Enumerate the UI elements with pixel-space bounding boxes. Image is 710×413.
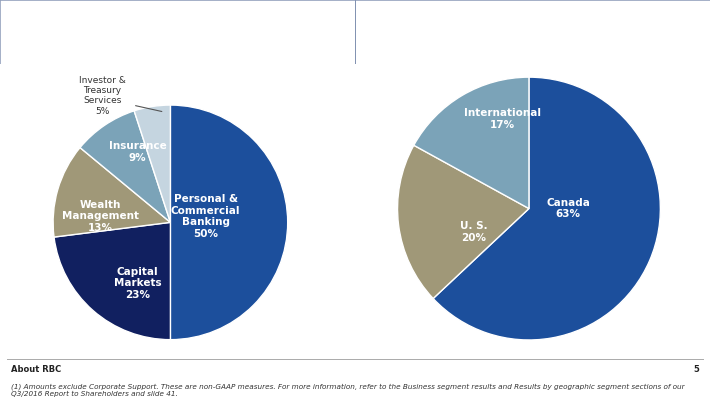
Wedge shape [414,77,529,209]
Text: Earnings by Business Segment: Earnings by Business Segment [62,14,293,27]
Text: International
17%: International 17% [464,108,541,130]
Text: Personal &
Commercial
Banking
50%: Personal & Commercial Banking 50% [171,194,241,239]
Text: Latest twelve months ended July 31, 2016: Latest twelve months ended July 31, 2016 [67,40,288,50]
Wedge shape [54,222,170,339]
Wedge shape [170,105,288,339]
Text: (1): (1) [600,11,613,20]
Text: (1): (1) [259,11,273,20]
Wedge shape [53,147,170,237]
Text: Insurance
9%: Insurance 9% [109,141,166,163]
Wedge shape [433,77,660,340]
Text: Revenue by Geography: Revenue by Geography [446,14,619,27]
Text: 5: 5 [694,366,699,374]
Text: U. S.
20%: U. S. 20% [460,221,488,243]
Text: Investor &
Treasury
Services
5%: Investor & Treasury Services 5% [79,76,126,116]
Wedge shape [80,111,170,222]
Text: Canada
63%: Canada 63% [547,198,590,219]
Text: (1) Amounts exclude Corporate Support. These are non-GAAP measures. For more inf: (1) Amounts exclude Corporate Support. T… [11,383,684,397]
Text: Wealth
Management
13%: Wealth Management 13% [62,200,138,233]
Wedge shape [398,145,529,299]
Wedge shape [134,105,170,222]
Text: Capital
Markets
23%: Capital Markets 23% [114,267,161,300]
Text: Latest twelve months ended July 31, 2016: Latest twelve months ended July 31, 2016 [422,40,643,50]
Text: About RBC: About RBC [11,366,61,374]
